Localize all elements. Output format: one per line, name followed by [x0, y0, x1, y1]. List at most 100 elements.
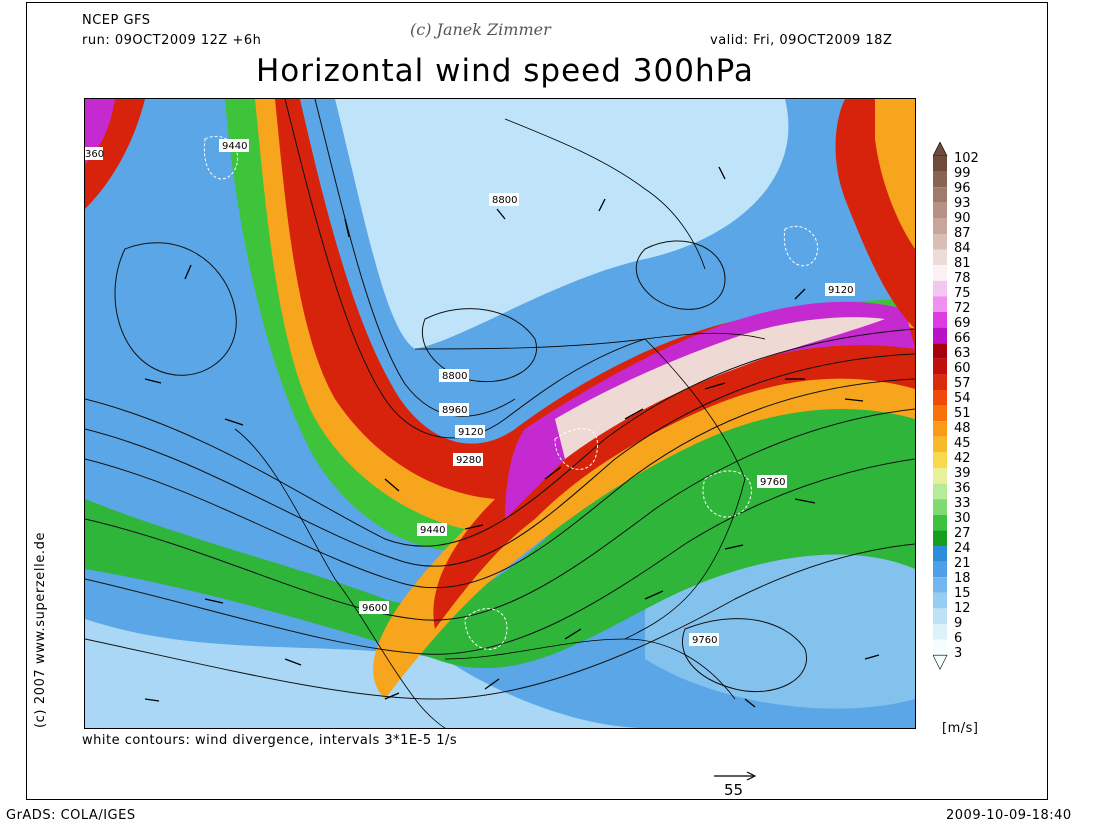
- low-wind-north: [335, 99, 789, 349]
- colorbar-label: 60: [954, 361, 971, 376]
- contour-label-box: [417, 523, 447, 536]
- contour-label-box: [85, 147, 103, 160]
- colorbar-label: 21: [954, 556, 971, 571]
- colorbar-segment: [933, 514, 947, 531]
- divergence-contours: [203, 135, 819, 650]
- page-title: Horizontal wind speed 300hPa: [256, 53, 754, 89]
- colorbar-segment: [933, 483, 947, 500]
- colorbar-segment: [933, 639, 947, 656]
- colorbar-segment: [933, 187, 947, 203]
- colorbar-label: 9: [954, 616, 963, 631]
- reference-vector-value: 55: [724, 781, 744, 799]
- colorbar-label: 6: [954, 631, 963, 646]
- colorbar-label: 45: [954, 436, 971, 451]
- colorbar-label: 66: [954, 331, 971, 346]
- colorbar-segment: [933, 405, 947, 422]
- low-wind-south: [85, 619, 645, 728]
- model-label: NCEP GFS: [82, 13, 151, 28]
- colorbar-label: 96: [954, 181, 971, 196]
- colorbar-segment: [933, 343, 947, 359]
- colorbar-label: 3: [954, 646, 963, 661]
- colorbar-segment: [933, 374, 947, 390]
- colorbar-label: 81: [954, 256, 971, 271]
- author-credit: (c) Janek Zimmer: [410, 20, 551, 39]
- colorbar-segment: [933, 358, 947, 375]
- colorbar-segment: [933, 312, 947, 328]
- contour-label: 9280: [456, 455, 481, 466]
- plot-frame: [26, 2, 1048, 800]
- colorbar-label: 48: [954, 421, 971, 436]
- colorbar-label: 24: [954, 541, 971, 556]
- contour-label: 9440: [420, 525, 445, 536]
- contour-label: 8800: [492, 195, 517, 206]
- colorbar-segment: [933, 249, 947, 266]
- contour-label: 9440: [222, 141, 247, 152]
- colorbar-segment: [933, 390, 947, 406]
- colorbar-segment: [933, 530, 947, 546]
- jet-core: [275, 99, 915, 629]
- colorbar-segment: [933, 171, 947, 188]
- colorbar-segment: [933, 421, 947, 437]
- colorbar-segment: [933, 468, 947, 484]
- colorbar-segment: [933, 499, 947, 515]
- colorbar-segment: [933, 280, 947, 297]
- height-contours: [85, 99, 915, 700]
- contour-label-box: [757, 475, 787, 488]
- contour-label-box: [455, 425, 485, 438]
- contour-label-box: [489, 193, 519, 206]
- colorbar-segment: [933, 265, 947, 281]
- colorbar-segment: [933, 624, 947, 640]
- contour-label: 9600: [362, 603, 387, 614]
- colorbar-segment: [933, 577, 947, 593]
- colorbar-segment: [933, 218, 947, 234]
- colorbar-bottom-arrow: [933, 654, 948, 670]
- colorbar-label: 42: [954, 451, 971, 466]
- colorbar-label: 102: [954, 151, 979, 166]
- coastlines: [234, 118, 766, 728]
- colorbar-label: 84: [954, 241, 971, 256]
- colorbar-label: 54: [954, 391, 971, 406]
- map-svg: 9440 8800 8960 9120 9280 9440 9600 9760 …: [85, 99, 915, 728]
- colorbar-segment: [933, 156, 947, 172]
- colorbar-label: 51: [954, 406, 971, 421]
- contour-label-box: [359, 601, 389, 614]
- colorbar-label: 69: [954, 316, 971, 331]
- wind-vectors: [144, 166, 880, 708]
- colorbar-segment: [933, 234, 947, 250]
- colorbar-label: 39: [954, 466, 971, 481]
- reference-vector-arrow: [714, 771, 757, 781]
- contour-label: 9760: [692, 635, 717, 646]
- units-label: [m/s]: [942, 721, 979, 736]
- contour-label-box: [825, 283, 855, 296]
- contour-label-box: [689, 633, 719, 646]
- divergence-note: white contours: wind divergence, interva…: [82, 733, 458, 748]
- colorbar-segment: [933, 327, 947, 344]
- colorbar-label: 63: [954, 346, 971, 361]
- colorbar-label: 36: [954, 481, 971, 496]
- colorbar-segment: [933, 452, 947, 468]
- contour-label-partial: 360: [85, 149, 104, 160]
- colorbar-label: 57: [954, 376, 971, 391]
- contour-label-box: [439, 403, 469, 416]
- contour-label-box: [219, 139, 249, 152]
- contour-label: 9760: [760, 477, 785, 488]
- grads-credit: GrADS: COLA/IGES: [6, 808, 136, 823]
- colorbar: [933, 142, 948, 670]
- colorbar-label: 30: [954, 511, 971, 526]
- colorbar-label: 90: [954, 211, 971, 226]
- colorbar-label: 99: [954, 166, 971, 181]
- colorbar-segment: [933, 202, 947, 219]
- contour-label-box: [439, 369, 469, 382]
- colorbar-label: 75: [954, 286, 971, 301]
- jet-max-pale: [555, 317, 885, 459]
- colorbar-label: 15: [954, 586, 971, 601]
- colorbar-label: 33: [954, 496, 971, 511]
- colorbar-label: 87: [954, 226, 971, 241]
- contour-label: 8800: [442, 371, 467, 382]
- colorbar-top-arrow: [933, 142, 948, 157]
- colorbar-label: 27: [954, 526, 971, 541]
- colorbar-segment: [933, 592, 947, 609]
- colorbar-label: 78: [954, 271, 971, 286]
- contour-label: 8960: [442, 405, 467, 416]
- contour-label-layer: 9440 8800 8960 9120 9280 9440 9600 9760 …: [85, 139, 855, 646]
